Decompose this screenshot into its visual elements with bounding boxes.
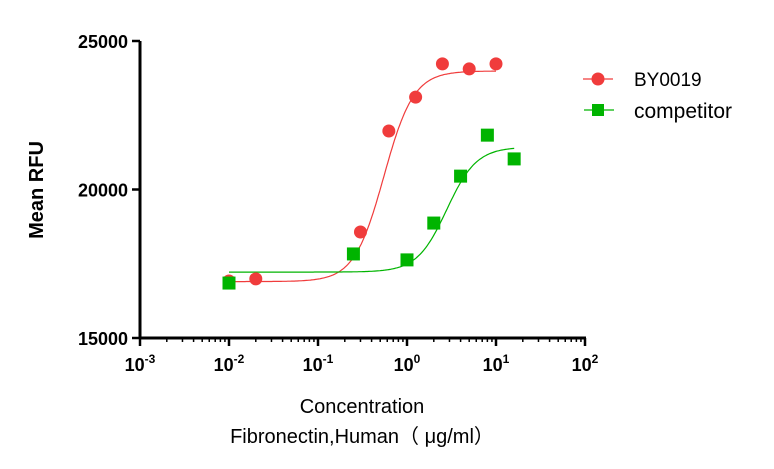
x-tick-label: 10-2 — [214, 352, 245, 375]
data-point-competitor — [346, 247, 360, 261]
x-axis-sublabel: Fibronectin,Human（ μg/ml） — [230, 425, 494, 448]
x-tick-label: 10-1 — [303, 352, 334, 375]
legend-item-by0019: BY0019 — [583, 70, 702, 91]
y-tick-label: 20000 — [78, 181, 128, 201]
x-tick-label: 10-3 — [125, 352, 156, 375]
y-tick-label: 25000 — [78, 32, 128, 52]
data-point-competitor — [480, 128, 494, 142]
data-point-competitor — [400, 253, 414, 267]
x-tick-label: 102 — [572, 352, 599, 375]
x-axis-label: Concentration — [300, 396, 425, 418]
legend-label: BY0019 — [634, 70, 702, 91]
data-point-competitor — [222, 276, 236, 290]
axes — [138, 41, 586, 340]
data-point-by0019 — [435, 57, 449, 71]
data-point-by0019 — [489, 57, 503, 71]
fit-curve-by0019 — [229, 70, 496, 283]
legend-label: competitor — [634, 100, 732, 123]
y-tick-label: 15000 — [78, 329, 128, 349]
legend-item-competitor: competitor — [584, 100, 732, 123]
data-point-by0019 — [353, 225, 367, 239]
data-point-by0019 — [382, 124, 396, 138]
fit-curve-competitor — [229, 147, 515, 273]
legend: BY0019 competitor — [583, 70, 732, 123]
data-point-competitor — [454, 169, 468, 183]
x-tick-label: 100 — [394, 352, 421, 375]
data-point-by0019 — [409, 90, 423, 104]
data-point-by0019 — [249, 272, 263, 286]
data-point-competitor — [427, 216, 441, 230]
legend-marker-square — [592, 104, 604, 116]
data-point-by0019 — [462, 62, 476, 76]
x-tick-label: 101 — [483, 352, 510, 375]
legend-marker-circle — [591, 72, 605, 86]
data-point-competitor — [507, 152, 521, 166]
y-axis-label: Mean RFU — [26, 141, 48, 239]
